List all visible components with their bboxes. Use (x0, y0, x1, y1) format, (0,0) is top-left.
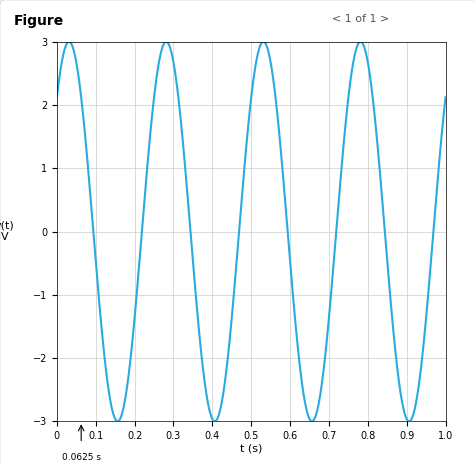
Text: < 1 of 1 >: < 1 of 1 > (332, 14, 389, 24)
X-axis label: t (s): t (s) (240, 444, 263, 454)
Text: 0.0625 s: 0.0625 s (62, 453, 100, 462)
Y-axis label: v(t)
V: v(t) V (0, 221, 15, 242)
Text: Figure: Figure (14, 14, 64, 28)
